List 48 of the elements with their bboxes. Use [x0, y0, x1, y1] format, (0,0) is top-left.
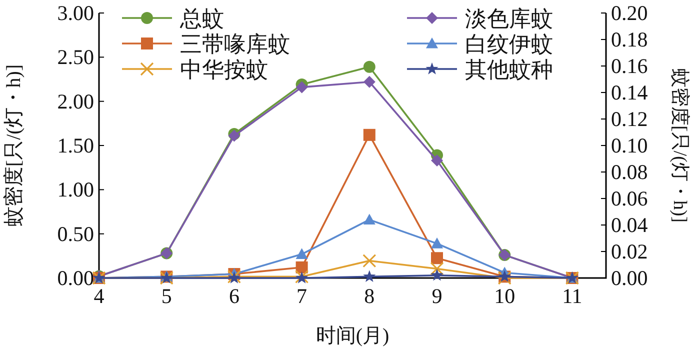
- point: [431, 252, 443, 264]
- point: [362, 254, 376, 268]
- x-tick-label: 5: [161, 284, 172, 308]
- y2-tick-label: 0.04: [611, 213, 648, 237]
- y2-tick-label: 0.14: [611, 80, 648, 104]
- y2-tick-label: 0.00: [611, 266, 648, 290]
- y2-tick-label: 0.10: [611, 134, 648, 158]
- x-tick-label: 11: [562, 284, 582, 308]
- y-tick-label: 2.00: [57, 89, 94, 114]
- y2-tick-label: 0.18: [611, 28, 648, 52]
- point: [363, 270, 376, 282]
- x-tick-label: 9: [432, 284, 442, 308]
- y-axis-title: 蚊密度[只/(灯・h)]: [3, 64, 25, 227]
- y2-axis-title: 蚊密度[只/(灯・h)]: [669, 68, 691, 223]
- point: [363, 128, 376, 141]
- legend-label: 中华按蚊: [180, 57, 268, 82]
- legend-label: 其他蚊种: [465, 57, 553, 82]
- x-axis-title: 时间(月): [316, 325, 390, 347]
- x-tick-label: 7: [296, 284, 308, 308]
- point: [430, 268, 444, 281]
- legend-label: 淡色库蚊: [465, 6, 553, 31]
- point: [363, 60, 376, 73]
- point: [296, 248, 308, 259]
- x-tick-label: 6: [228, 284, 240, 308]
- y-tick-label: 1.00: [57, 178, 94, 202]
- legend-label: 白纹伊蚊: [465, 32, 553, 56]
- y2-tick-label: 0.08: [611, 160, 648, 184]
- y2-tick-label: 0.12: [611, 107, 648, 131]
- point: [296, 81, 308, 94]
- point: [431, 238, 443, 248]
- y-tick-label: 0.00: [57, 266, 94, 290]
- legend-label: 总蚊: [179, 6, 224, 31]
- y-tick-label: 0.50: [57, 222, 94, 246]
- x-tick-label: 4: [94, 284, 105, 308]
- legend-label: 三带喙库蚊: [180, 32, 290, 56]
- point: [363, 214, 376, 224]
- point: [431, 154, 443, 167]
- point: [430, 262, 444, 276]
- y-tick-label: 1.50: [57, 134, 94, 158]
- y2-tick-label: 0.20: [611, 1, 648, 25]
- x-tick-label: 10: [494, 284, 516, 308]
- point: [363, 76, 376, 88]
- y-tick-label: 3.00: [57, 1, 94, 25]
- y2-tick-label: 0.02: [611, 240, 648, 264]
- y2-tick-label: 0.06: [611, 186, 648, 210]
- y-tick-label: 2.50: [57, 45, 94, 70]
- y2-tick-label: 0.16: [611, 54, 648, 78]
- x-tick-label: 8: [364, 284, 375, 308]
